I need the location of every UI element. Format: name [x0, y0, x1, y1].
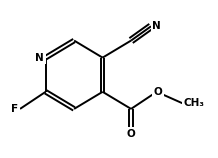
Text: O: O: [154, 87, 162, 97]
Text: N: N: [36, 53, 44, 63]
Text: F: F: [12, 104, 19, 114]
Text: N: N: [152, 21, 161, 31]
Text: O: O: [127, 129, 135, 139]
Text: CH₃: CH₃: [184, 98, 205, 108]
